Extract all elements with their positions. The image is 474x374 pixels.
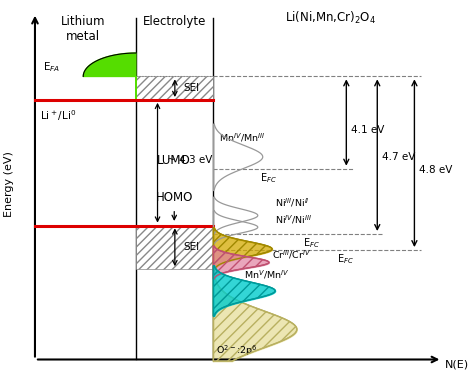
Text: Lithium
metal: Lithium metal bbox=[61, 15, 106, 43]
Text: E$_{FA}$: E$_{FA}$ bbox=[43, 60, 60, 74]
Text: LUMO: LUMO bbox=[157, 154, 191, 167]
Text: E$_{FC}$: E$_{FC}$ bbox=[260, 171, 276, 185]
Polygon shape bbox=[83, 53, 136, 100]
Bar bbox=[136, 76, 213, 100]
Text: Ni$^{IV}$/Ni$^{III}$: Ni$^{IV}$/Ni$^{III}$ bbox=[275, 214, 312, 226]
Text: HOMO: HOMO bbox=[155, 191, 193, 204]
Text: Electrolyte: Electrolyte bbox=[143, 15, 206, 28]
Text: Mn$^{IV}$/Mn$^{III}$: Mn$^{IV}$/Mn$^{III}$ bbox=[219, 132, 266, 144]
Text: Cr$^{III}$/Cr$^{IV}$: Cr$^{III}$/Cr$^{IV}$ bbox=[272, 248, 311, 261]
Text: N(E): N(E) bbox=[446, 359, 469, 370]
Text: 4.7 eV: 4.7 eV bbox=[382, 152, 416, 162]
Bar bbox=[136, 226, 213, 269]
Text: Ni$^{III}$/Ni$^{II}$: Ni$^{III}$/Ni$^{II}$ bbox=[275, 197, 310, 209]
Text: O$^{2-}$:2p$^6$: O$^{2-}$:2p$^6$ bbox=[216, 343, 258, 358]
Text: 4.8 eV: 4.8 eV bbox=[419, 165, 453, 175]
Text: E$_{FC}$: E$_{FC}$ bbox=[337, 252, 354, 266]
Text: Mn$^{V}$/Mn$^{IV}$: Mn$^{V}$/Mn$^{IV}$ bbox=[244, 268, 290, 281]
Text: SEI: SEI bbox=[183, 242, 200, 252]
Text: Li$^+$/Li$^0$: Li$^+$/Li$^0$ bbox=[40, 108, 76, 123]
Text: Energy (eV): Energy (eV) bbox=[4, 151, 14, 217]
Text: SEI: SEI bbox=[183, 83, 200, 93]
Text: 4.1 eV: 4.1 eV bbox=[351, 125, 384, 135]
Text: Li(Ni,Mn,Cr)$_2$O$_4$: Li(Ni,Mn,Cr)$_2$O$_4$ bbox=[285, 9, 376, 25]
Text: E$_{FC}$: E$_{FC}$ bbox=[303, 236, 320, 250]
Text: ~ 4.3 eV: ~ 4.3 eV bbox=[167, 155, 212, 165]
